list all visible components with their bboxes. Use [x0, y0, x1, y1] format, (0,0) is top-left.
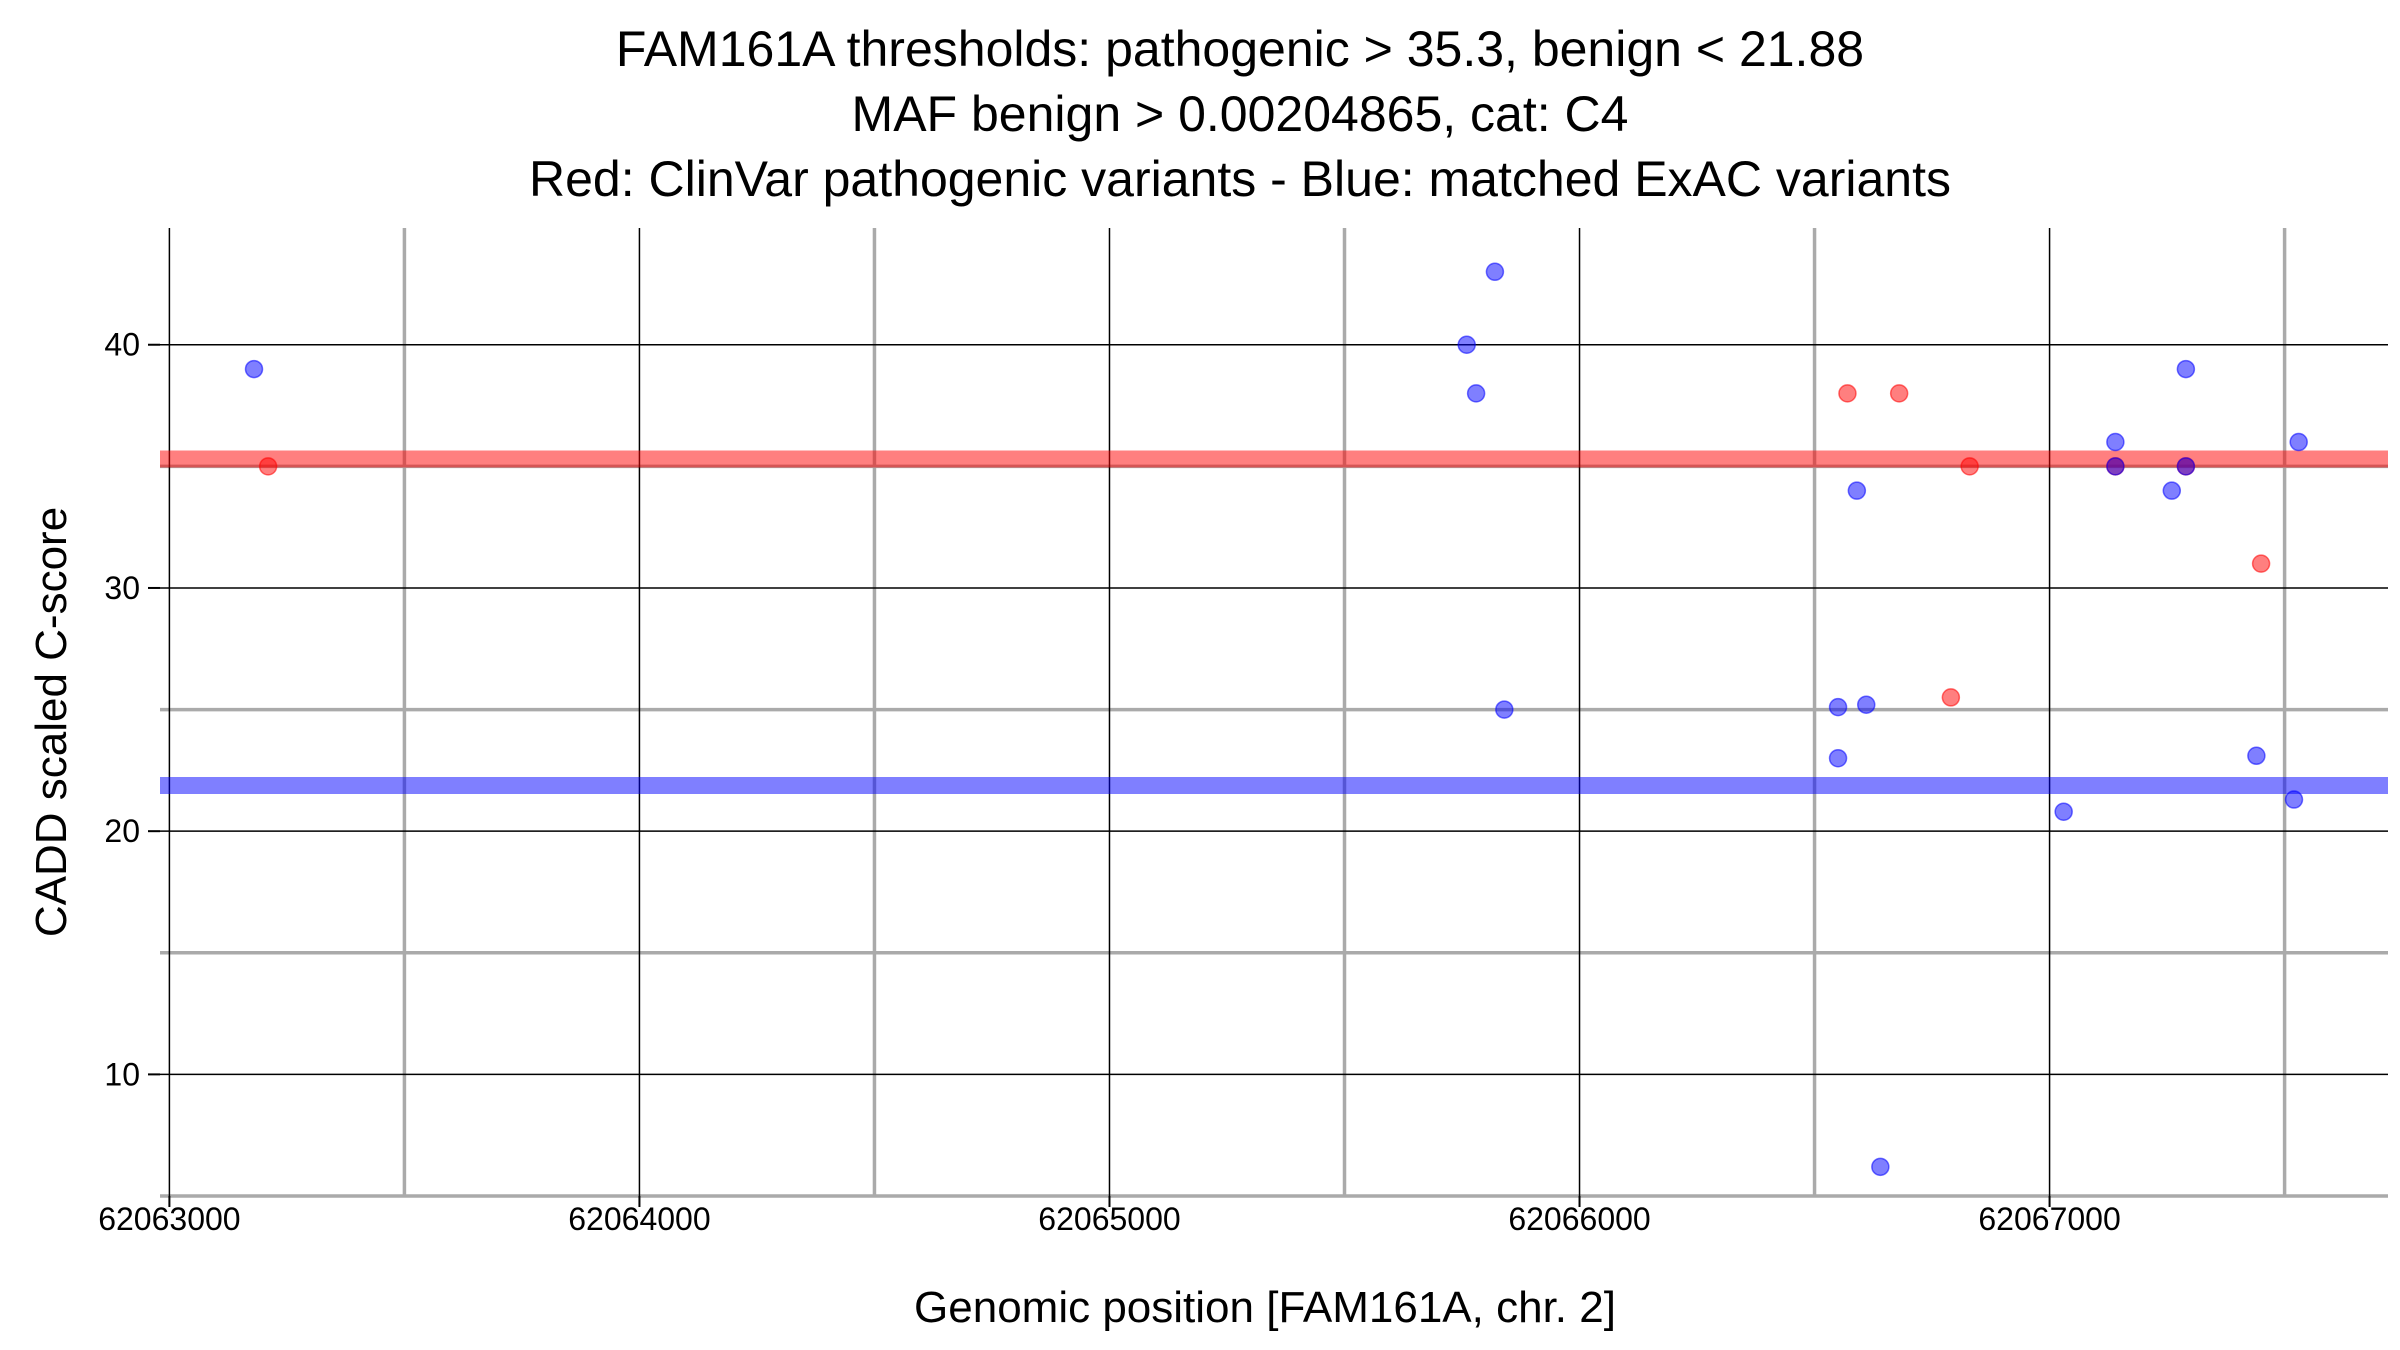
x-axis-ticks: 62063000 62064000 62065000 62066000 62067000	[98, 1196, 2121, 1237]
x-tick-label: 62065000	[1038, 1201, 1180, 1237]
exac-point	[244, 359, 264, 379]
exac-point	[2284, 790, 2304, 809]
chart-title-line-2: MAF benign > 0.00204865, cat: C4	[852, 86, 1629, 142]
chart-title-line-1: FAM161A thresholds: pathogenic > 35.3, b…	[616, 21, 1864, 77]
exac-point	[1828, 748, 1848, 768]
exac-point	[2162, 481, 2182, 500]
exac-point	[2289, 432, 2308, 452]
y-axis-ticks: 10 20 30 40	[104, 327, 160, 1092]
clinvar-point	[1941, 688, 1961, 707]
exac-point	[1457, 335, 1476, 354]
clinvar-point	[2251, 554, 2271, 573]
exac-point	[1466, 384, 1486, 403]
exac-point	[1871, 1157, 1890, 1177]
exac-point	[1828, 697, 1848, 717]
exac-point	[2176, 457, 2196, 476]
exac-point	[1485, 262, 1505, 282]
clinvar-point	[1960, 457, 1979, 476]
x-tick-label: 62066000	[1508, 1201, 1650, 1237]
y-tick-label: 10	[104, 1056, 140, 1092]
y-axis-label: CADD scaled C-score	[27, 507, 76, 937]
exac-point	[2247, 746, 2266, 766]
exac-point	[2054, 802, 2073, 821]
x-axis-label: Genomic position [FAM161A, chr. 2]	[914, 1283, 1616, 1332]
y-tick-label: 30	[104, 570, 140, 606]
y-tick-label: 40	[104, 327, 140, 363]
minor-gridlines	[160, 228, 2388, 1198]
x-tick-label: 62064000	[568, 1201, 710, 1237]
y-tick-label: 20	[104, 813, 140, 849]
x-tick-label: 62067000	[1978, 1201, 2120, 1237]
exac-point	[1857, 695, 1876, 714]
clinvar-point	[258, 457, 278, 476]
clinvar-point	[1889, 384, 1909, 403]
major-gridlines	[160, 228, 2388, 1196]
x-tick-label: 62063000	[98, 1201, 240, 1237]
exac-point	[2106, 432, 2125, 452]
clinvar-point	[1838, 384, 1857, 403]
exac-point	[2176, 359, 2196, 379]
exac-point	[1847, 481, 1867, 500]
chart-title-line-3: Red: ClinVar pathogenic variants - Blue:…	[529, 151, 1951, 207]
chart-title: FAM161A thresholds: pathogenic > 35.3, b…	[529, 21, 1951, 207]
data-points	[244, 262, 2308, 1177]
exac-point	[2106, 457, 2125, 476]
exac-point	[1495, 700, 1514, 719]
threshold-lines	[160, 450, 2388, 794]
